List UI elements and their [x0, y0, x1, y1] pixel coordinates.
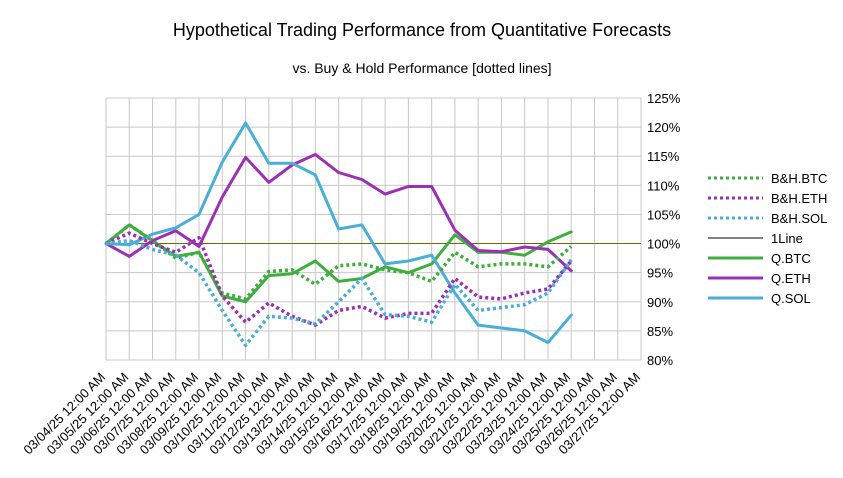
y-tick-label: 90%	[647, 295, 673, 310]
y-tick-label: 95%	[647, 266, 673, 281]
series-group	[104, 121, 573, 348]
legend-label: B&H.ETH	[771, 191, 827, 206]
y-tick-label: 115%	[647, 149, 680, 164]
y-tick-label: 125%	[647, 91, 681, 106]
legend-label: Q.SOL	[771, 291, 811, 306]
legend-label: B&H.SOL	[771, 211, 827, 226]
legend-label: Q.ETH	[771, 271, 811, 286]
y-tick-label: 120%	[647, 120, 681, 135]
chart-subtitle: vs. Buy & Hold Performance [dotted lines…	[292, 60, 551, 76]
legend: B&H.BTC B&H.ETH B&H.SOL 1Line Q.BTC Q.ETH Q.SO…	[708, 171, 827, 306]
y-tick-label: 110%	[647, 178, 680, 193]
y-tick-label: 80%	[647, 353, 673, 368]
series-line-q-sol	[104, 121, 573, 344]
series-line-b-h-eth	[105, 231, 573, 327]
y-tick-label: 105%	[647, 207, 681, 222]
chart-title: Hypothetical Trading Performance from Qu…	[173, 20, 671, 40]
legend-label: Q.BTC	[771, 251, 811, 266]
y-tick-label: 100%	[647, 237, 681, 252]
y-axis-ticks: 80% 85% 90% 95% 100% 105% 110% 115% 120% 125%	[647, 91, 681, 368]
series-line-b-h-btc	[104, 223, 573, 301]
legend-label: B&H.BTC	[771, 171, 827, 186]
legend-label: 1Line	[771, 231, 803, 246]
y-tick-label: 85%	[647, 324, 673, 339]
grid	[105, 97, 642, 361]
series-line-q-eth	[104, 153, 573, 273]
series-line-b-h-sol	[105, 238, 573, 348]
